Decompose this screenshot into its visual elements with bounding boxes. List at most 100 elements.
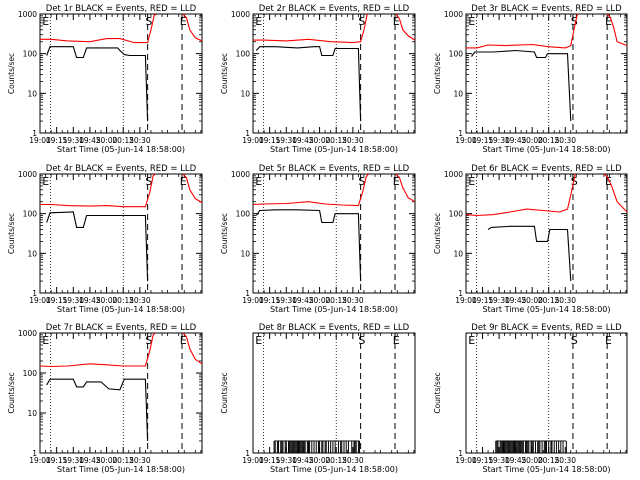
lld-series: [466, 13, 578, 49]
y-axis-label: Counts/sec: [7, 372, 16, 413]
panel-title: Det 8r BLACK = Events, RED = LLD: [259, 323, 410, 333]
y-tick-label: 100: [23, 50, 38, 59]
annotation-s: S: [571, 15, 578, 28]
annotation-e: E: [605, 175, 612, 188]
x-tick-label: 19:00: [29, 456, 51, 465]
y-tick-label: 1000: [18, 10, 37, 19]
lld-series: [40, 13, 157, 44]
annotation-s: S: [145, 334, 152, 347]
x-tick-label: 19:45: [79, 296, 101, 305]
x-tick-label: 19:00: [242, 456, 264, 465]
lld-series: [39, 332, 156, 368]
x-tick-label: 19:15: [472, 296, 494, 305]
x-tick-label: 20:00: [96, 136, 118, 145]
annotation-e: E: [468, 175, 475, 188]
y-tick-label: 1: [245, 129, 250, 138]
lld-series: [606, 13, 628, 47]
annotation-e: E: [255, 334, 262, 347]
x-tick-label: 20:00: [96, 456, 118, 465]
lld-series: [603, 173, 628, 213]
lld-series: [395, 13, 416, 41]
y-tick-label: 10: [240, 89, 250, 98]
y-tick-label: 100: [449, 210, 464, 219]
x-tick-label: 19:15: [259, 456, 281, 465]
x-tick-label: 19:15: [46, 296, 68, 305]
annotation-e: E: [42, 175, 49, 188]
y-tick-label: 1000: [18, 329, 37, 338]
panel-title: Det 4r BLACK = Events, RED = LLD: [46, 164, 197, 174]
x-tick-label: 19:45: [292, 296, 314, 305]
x-tick-label: 20:15: [325, 456, 347, 465]
panel-title: Det 9r BLACK = Events, RED = LLD: [471, 323, 622, 333]
annotation-e: E: [180, 334, 187, 347]
x-tick-label: 20:30: [129, 296, 151, 305]
events-series: [471, 49, 572, 122]
x-tick-label: 19:45: [292, 136, 314, 145]
x-tick-label: 20:30: [554, 296, 576, 305]
lld-series: [253, 13, 368, 44]
x-axis-label: Start Time (05-Jun-14 18:58:00): [483, 145, 611, 154]
y-tick-label: 100: [23, 210, 38, 219]
plot-frame: [465, 13, 628, 134]
x-tick-label: 19:30: [488, 136, 510, 145]
annotation-s: S: [571, 175, 578, 188]
x-tick-label: 19:30: [275, 136, 297, 145]
x-axis-label: Start Time (05-Jun-14 18:58:00): [483, 305, 611, 314]
x-tick-label: 20:00: [521, 296, 543, 305]
x-tick-label: 20:00: [96, 296, 118, 305]
x-tick-label: 20:00: [521, 136, 543, 145]
y-tick-label: 100: [236, 210, 251, 219]
annotation-s: S: [145, 175, 152, 188]
x-tick-label: 19:00: [455, 456, 477, 465]
x-tick-label: 20:15: [112, 456, 134, 465]
y-axis-label: Counts/sec: [7, 53, 16, 94]
lld-series: [465, 173, 576, 217]
panel-title: Det 3r BLACK = Events, RED = LLD: [471, 4, 622, 14]
x-tick-label: 19:45: [79, 456, 101, 465]
annotation-e: E: [393, 15, 400, 28]
x-axis-label: Start Time (05-Jun-14 18:58:00): [483, 465, 611, 474]
x-tick-label: 19:30: [275, 296, 297, 305]
x-tick-label: 20:30: [342, 296, 364, 305]
plot-frame: [252, 173, 416, 294]
y-tick-label: 1: [458, 289, 463, 298]
x-axis-label: Start Time (05-Jun-14 18:58:00): [270, 145, 398, 154]
x-tick-label: 19:45: [505, 136, 527, 145]
x-tick-label: 19:30: [488, 456, 510, 465]
x-tick-label: 20:30: [129, 456, 151, 465]
x-tick-label: 20:30: [554, 456, 576, 465]
y-axis-label: Counts/sec: [220, 53, 229, 94]
y-tick-label: 1: [32, 129, 37, 138]
y-tick-label: 1000: [444, 10, 463, 19]
plot-frame: [465, 173, 628, 294]
x-tick-label: 19:15: [259, 296, 281, 305]
plot-frame: [39, 13, 203, 134]
x-tick-label: 19:00: [242, 136, 264, 145]
annotation-e: E: [255, 15, 262, 28]
x-tick-label: 20:30: [342, 456, 364, 465]
y-tick-label: 1000: [231, 10, 250, 19]
events-series: [46, 378, 149, 442]
x-tick-label: 19:00: [29, 136, 51, 145]
plot-frame: [39, 332, 203, 454]
y-axis-label: Counts/sec: [220, 372, 229, 413]
x-tick-label: 19:15: [472, 456, 494, 465]
annotation-e: E: [42, 334, 49, 347]
y-axis-label: Counts/sec: [433, 213, 442, 254]
x-tick-label: 20:15: [112, 136, 134, 145]
x-tick-label: 19:00: [455, 136, 477, 145]
y-axis-label: Counts/sec: [433, 372, 442, 413]
y-tick-label: 1: [32, 449, 37, 458]
x-tick-label: 20:15: [325, 296, 347, 305]
annotation-s: S: [358, 15, 365, 28]
panel-title: Det 5r BLACK = Events, RED = LLD: [259, 164, 410, 174]
x-tick-label: 19:45: [292, 456, 314, 465]
annotation-e: E: [180, 15, 187, 28]
x-tick-label: 20:30: [554, 136, 576, 145]
